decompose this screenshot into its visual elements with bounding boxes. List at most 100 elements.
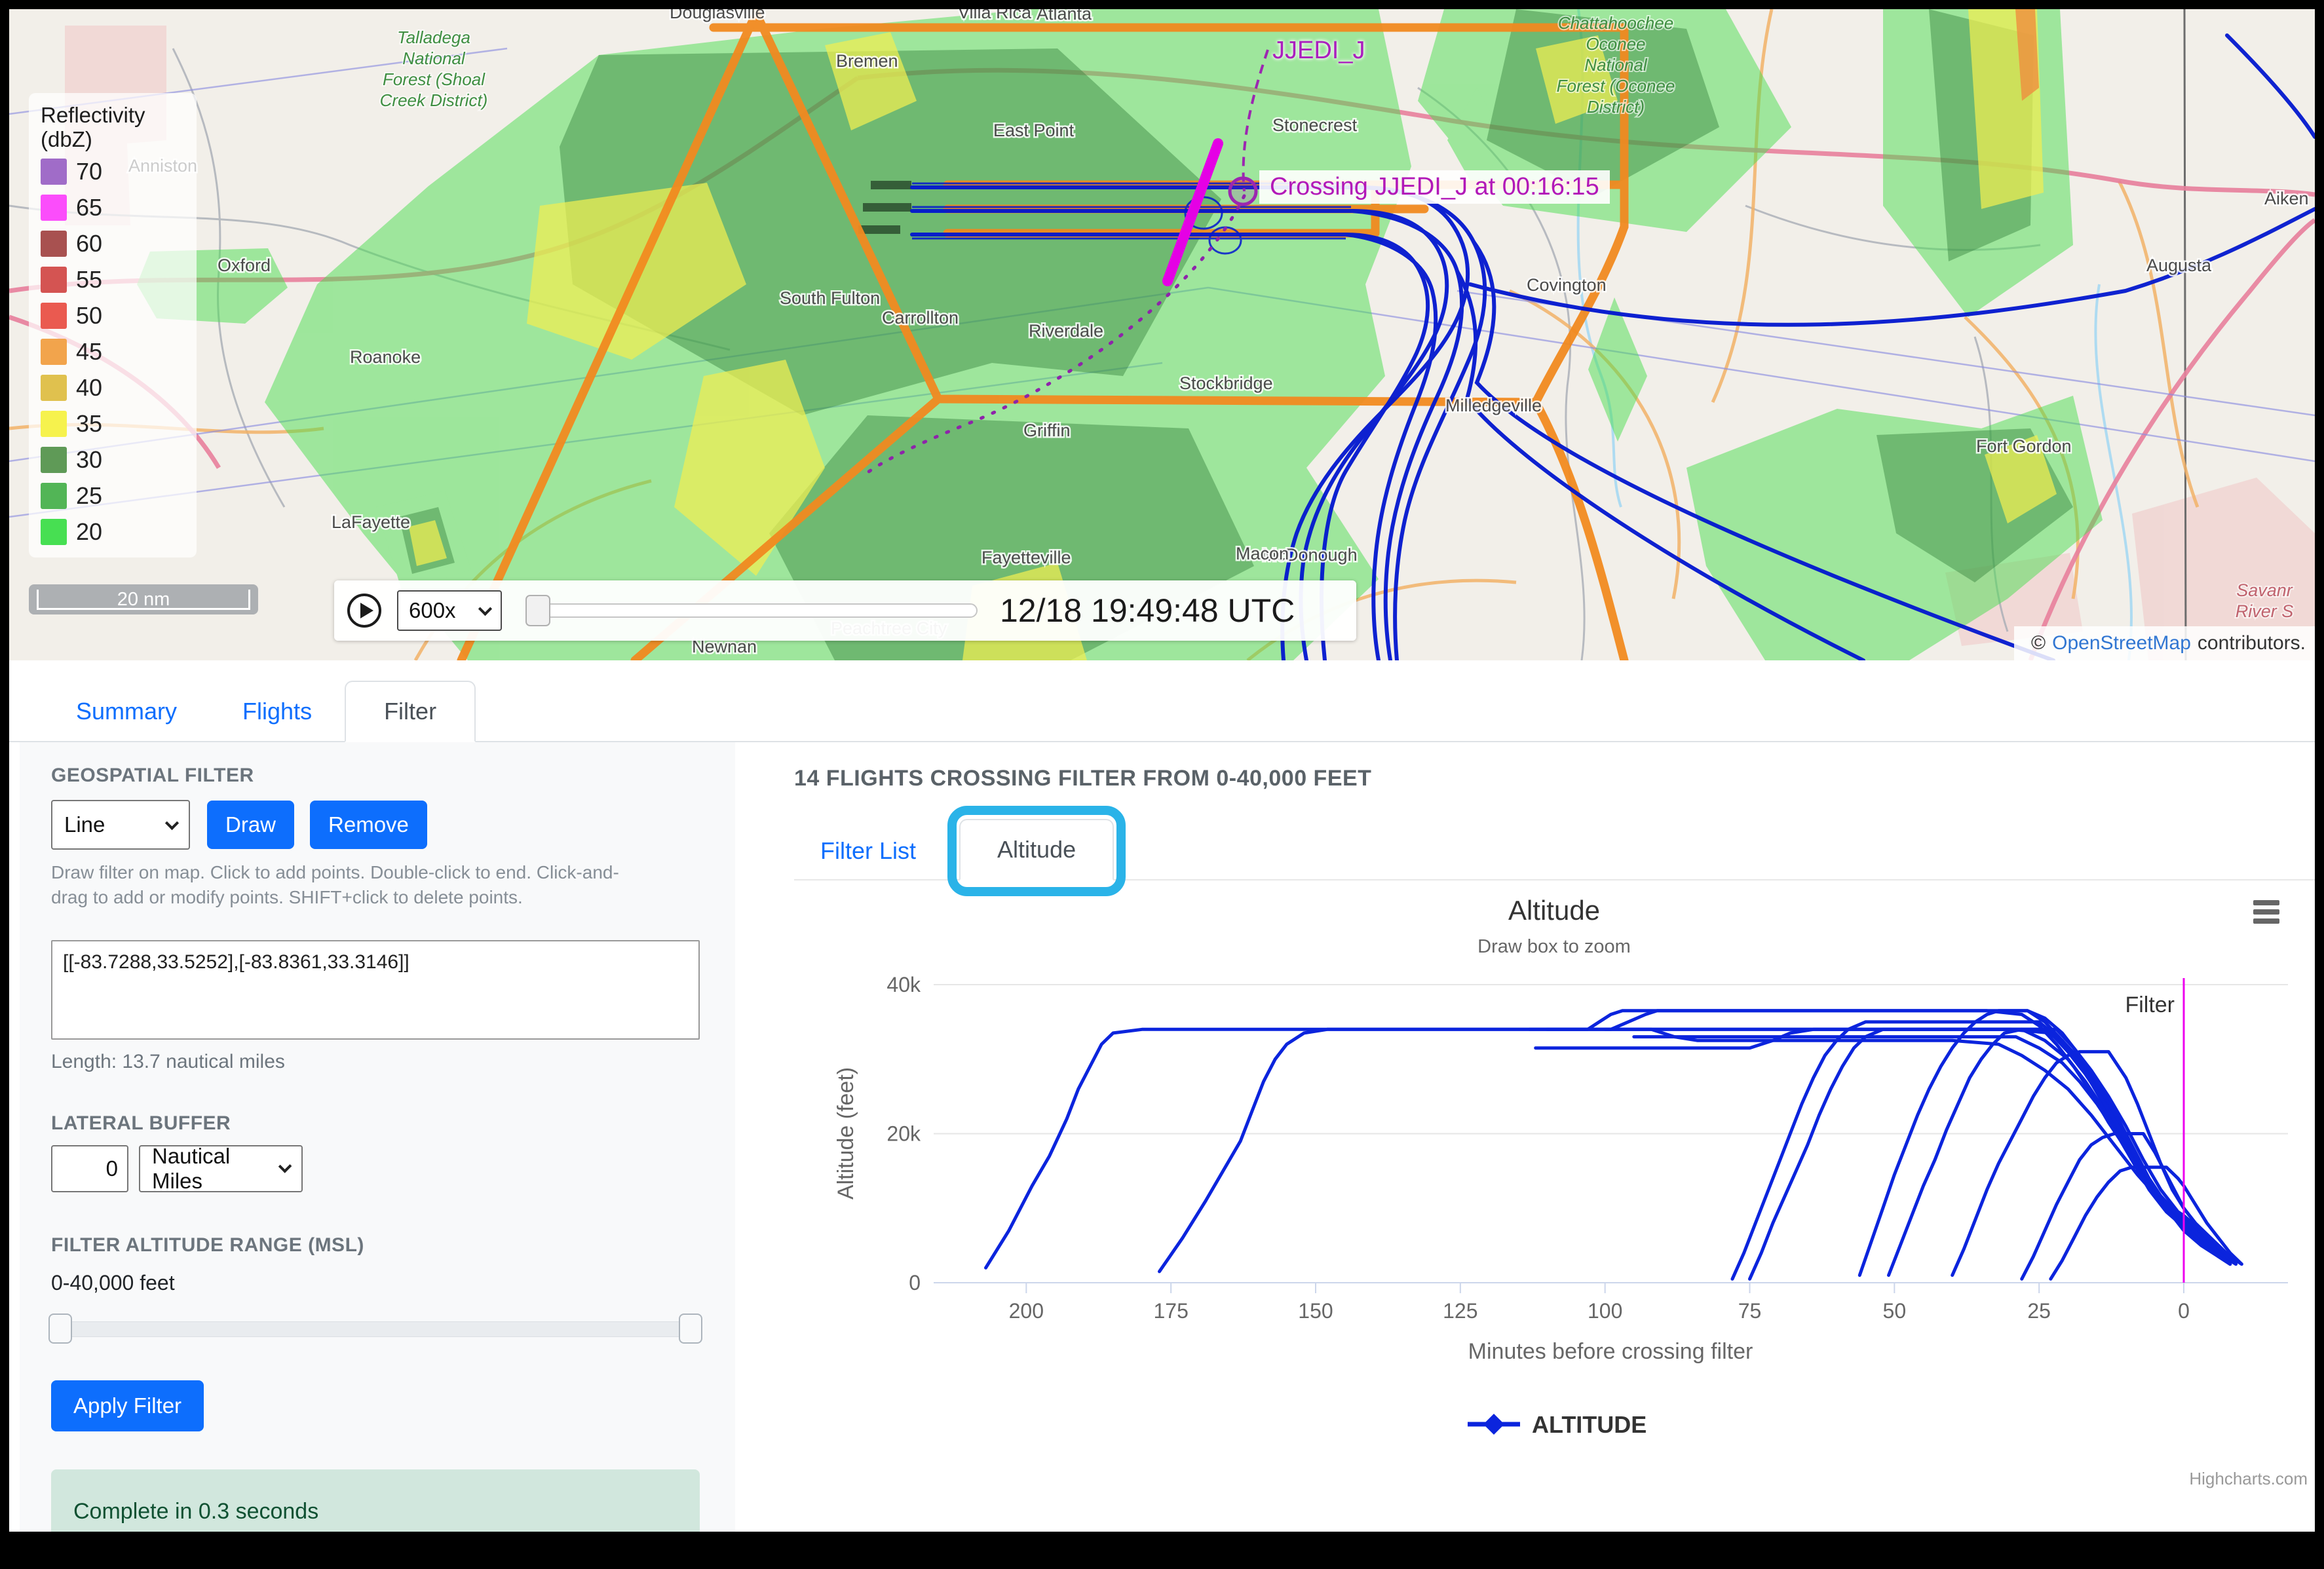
altitude-chart[interactable]: Altitude Draw box to zoom 0 20k 40k 200 175 1…	[794, 883, 2315, 1512]
x-tick-label: 150	[1298, 1299, 1333, 1323]
weather-cell-severe	[2015, 9, 2039, 101]
flight-trace[interactable]	[2049, 1165, 2243, 1281]
reflectivity-row: 50	[41, 299, 185, 332]
city-label: Riverdale	[1029, 321, 1103, 341]
reflectivity-swatch	[41, 410, 67, 437]
lateral-buffer-input[interactable]	[51, 1144, 128, 1192]
y-tick-label: 40k	[886, 973, 921, 996]
reflectivity-row: 55	[41, 263, 185, 296]
city-label: Stonecrest	[1272, 115, 1358, 135]
copyright-symbol: ©	[2031, 632, 2046, 654]
altitude-range-slider[interactable]	[48, 1313, 702, 1344]
crossing-marker	[1228, 176, 1258, 206]
map-attribution: © OpenStreetMap contributors.	[2014, 626, 2315, 660]
timeline-track[interactable]	[525, 603, 978, 618]
x-tick-label: 125	[1443, 1299, 1477, 1323]
slider-track[interactable]	[51, 1321, 700, 1337]
slider-handle-min[interactable]	[48, 1313, 72, 1344]
city-label: Macon	[1236, 544, 1289, 563]
reflectivity-swatch	[41, 518, 67, 545]
reflectivity-value: 25	[76, 482, 103, 509]
tab-filter[interactable]: Filter	[345, 681, 476, 742]
content-area: GEOSPATIAL FILTER Line Draw Remove Draw …	[9, 742, 2315, 1532]
reflectivity-value: 65	[76, 193, 103, 221]
chevron-down-icon	[478, 601, 493, 616]
area-label: Talladega National Forest (Shoal Creek Dist…	[380, 28, 488, 110]
reflectivity-value: 45	[76, 337, 103, 365]
openstreetmap-link[interactable]: OpenStreetMap	[2052, 632, 2191, 654]
reflectivity-swatch	[41, 482, 67, 509]
play-button[interactable]	[346, 592, 383, 629]
y-tick-label: 20k	[886, 1122, 921, 1146]
city-label: LaFayette	[332, 512, 410, 532]
timeline-handle[interactable]	[525, 595, 550, 626]
tab-filter-list[interactable]: Filter List	[820, 837, 917, 864]
reflectivity-swatch	[41, 374, 67, 401]
flight-trace[interactable]	[1632, 1035, 2232, 1266]
reflectivity-value: 35	[76, 409, 103, 437]
flight-trace[interactable]	[1748, 1027, 2238, 1281]
reflectivity-swatch	[41, 302, 67, 329]
reflectivity-swatch	[41, 230, 67, 257]
x-tick-label: 75	[1738, 1299, 1762, 1323]
flight-trace[interactable]	[1603, 1027, 2232, 1266]
state-boundary	[2183, 9, 2187, 660]
results-heading: 14 FLIGHTS CROSSING FILTER FROM 0-40,000…	[794, 766, 1372, 791]
timeline-slider[interactable]	[525, 595, 978, 626]
chart-credits: Highcharts.com	[2189, 1469, 2308, 1488]
reflectivity-value: 60	[76, 229, 103, 257]
flight-trace[interactable]	[1158, 1027, 2232, 1274]
slider-handle-max[interactable]	[679, 1313, 702, 1344]
flight-trace[interactable]	[984, 1027, 2238, 1270]
reflectivity-value: 50	[76, 301, 103, 329]
tab-flights[interactable]: Flights	[242, 698, 313, 725]
reflectivity-row: 70	[41, 155, 185, 188]
shape-select[interactable]: Line	[51, 800, 190, 850]
apply-filter-button[interactable]: Apply Filter	[51, 1380, 204, 1431]
x-tick-label: 100	[1588, 1299, 1622, 1323]
tab-altitude[interactable]: Altitude	[959, 819, 1114, 880]
x-axis-title: Minutes before crossing filter	[1468, 1339, 1753, 1364]
chart-canvas[interactable]: Altitude Draw box to zoom 0 20k 40k 200 175 1…	[794, 883, 2315, 1512]
draw-button[interactable]: Draw	[207, 801, 295, 849]
city-label: Milledgeville	[1445, 396, 1542, 415]
speed-select[interactable]: 600x	[397, 590, 502, 631]
area-label: Chattahoochee Oconee National Forest (Ocone…	[1557, 13, 1675, 117]
map[interactable]: AnnistonOxfordRoanokeLaFayetteBremenVill…	[9, 9, 2315, 660]
scale-bracket	[37, 590, 250, 610]
reflectivity-row: 60	[41, 227, 185, 260]
shape-value: Line	[64, 812, 105, 837]
city-label: Atlanta	[1037, 9, 1092, 24]
results-tabs: Filter List Altitude	[794, 806, 2315, 896]
x-tick-label: 0	[2178, 1299, 2190, 1323]
y-tick-label: 0	[909, 1271, 921, 1295]
results-panel: 14 FLIGHTS CROSSING FILTER FROM 0-40,000…	[735, 742, 2315, 1532]
x-tick-label: 175	[1153, 1299, 1188, 1323]
chart-legend[interactable]: ALTITUDE	[1468, 1411, 1647, 1438]
coordinates-textarea[interactable]: [[-83.7288,33.5252],[-83.8361,33.3146]]	[51, 939, 700, 1040]
flight-trace[interactable]	[1887, 1027, 2226, 1277]
chart-menu-icon[interactable]	[2253, 900, 2279, 924]
reflectivity-swatch	[41, 158, 67, 185]
city-label: Carrollton	[882, 308, 959, 328]
main-tabs: Summary Flights Filter	[9, 660, 2315, 742]
scale-label: 20 nm	[117, 588, 170, 610]
map-canvas[interactable]: AnnistonOxfordRoanokeLaFayetteBremenVill…	[9, 9, 2315, 660]
status-alert: Complete in 0.3 seconds	[51, 1469, 700, 1532]
geospatial-filter-line[interactable]	[1162, 138, 1223, 286]
reflectivity-value: 70	[76, 157, 103, 185]
tab-summary[interactable]: Summary	[76, 698, 178, 725]
area-label: Savanr River S	[2236, 580, 2294, 621]
buffer-unit-select[interactable]: Nautical Miles	[139, 1143, 303, 1193]
flight-trace[interactable]	[2020, 1132, 2232, 1281]
city-label: Griffin	[1023, 421, 1071, 440]
reflectivity-value: 55	[76, 265, 103, 293]
buffer-unit-value: Nautical Miles	[152, 1143, 231, 1193]
filter-length-label: Length: 13.7 nautical miles	[51, 1050, 285, 1072]
remove-button[interactable]: Remove	[310, 801, 427, 849]
flight-trace[interactable]	[1857, 1009, 2232, 1277]
airport-runways	[858, 181, 911, 234]
city-label: South Fulton	[780, 288, 880, 308]
crossing-label: Crossing JJEDI_J at 00:16:15	[1259, 170, 1610, 204]
